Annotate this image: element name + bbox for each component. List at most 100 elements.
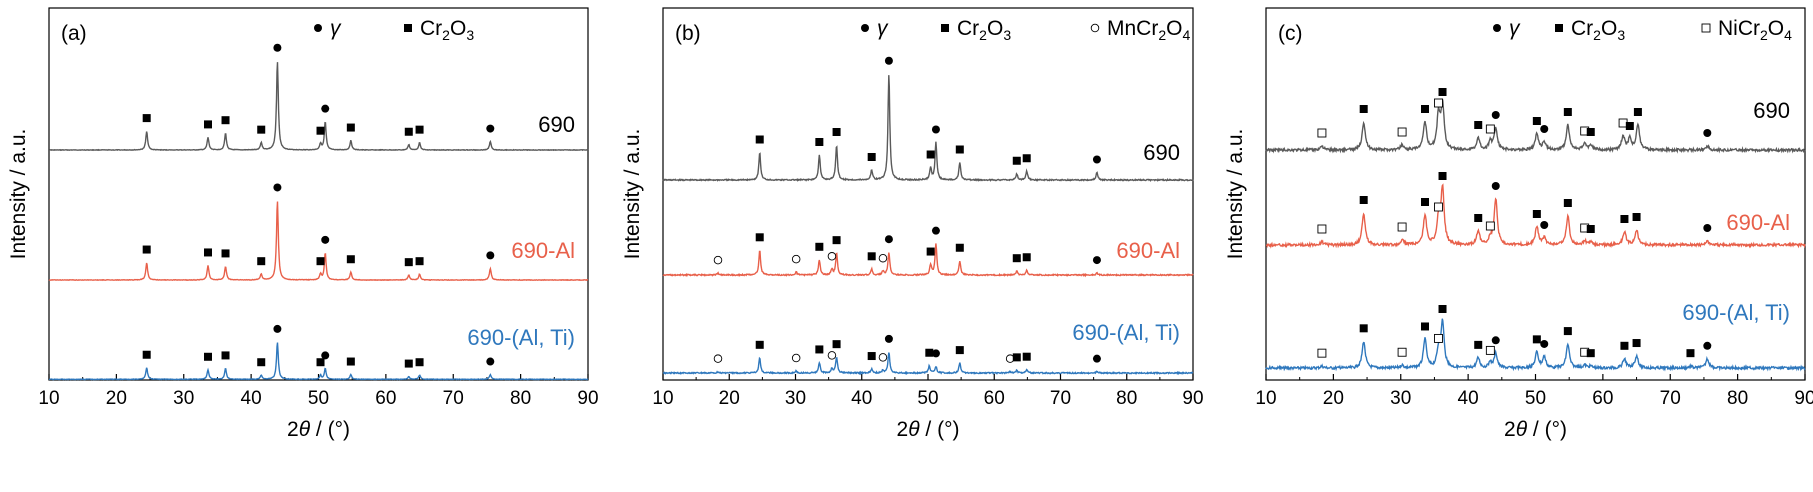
legend-marker-open-circle [1090,23,1100,33]
x-axis-label: 2θ / (°) [287,418,350,441]
legend-label: MnCr2O4 [1107,17,1190,43]
legend-marker-open-square [1701,23,1711,33]
peak-marker-filled-square [1438,88,1447,96]
peak-marker-filled-square [1686,349,1695,358]
peak-marker-filled-circle [486,357,495,366]
peak-marker-filled-square [1632,339,1641,348]
x-tick-label: 70 [1660,388,1681,409]
peak-marker-filled-circle [321,235,330,244]
peak-marker-filled-circle [1491,336,1500,345]
peak-marker-open-square [1397,222,1407,232]
series-label: 690-(Al, Ti) [1682,300,1790,325]
x-tick-label: 10 [1255,388,1276,409]
x-tick-label: 90 [577,388,598,409]
peak-marker-open-square [1485,221,1495,231]
peak-marker-filled-square [955,145,964,154]
peak-marker-open-square [1485,345,1495,355]
y-axis-label: Intensity / a.u. [621,129,644,260]
x-tick-label: 70 [443,388,464,409]
peak-marker-filled-square [815,345,824,354]
peak-marker-filled-circle [931,226,940,235]
x-axis-label: 2θ / (°) [897,418,960,441]
x-axis-label: 2θ / (°) [1504,418,1567,441]
peak-marker-filled-square [1586,225,1595,233]
legend-label: NiCr2O4 [1718,17,1792,43]
peak-marker-open-square [1317,224,1327,234]
series-line-690AlTi [1265,318,1806,372]
peak-marker-filled-square [346,123,355,132]
legend-item: Cr2O3 [941,17,1011,43]
peak-marker-filled-circle [1491,111,1500,119]
series-label: 690-Al [511,238,575,263]
peak-marker-filled-square [1421,198,1430,206]
legend-marker-filled-square [941,24,949,32]
series-line-690Al [1265,183,1806,249]
peak-marker-filled-square [221,351,230,360]
y-axis-label: Intensity / a.u. [7,129,30,260]
peak-marker-filled-circle [273,324,282,333]
peak-marker-open-circle [791,353,801,363]
peak-marker-filled-square [257,125,266,134]
x-tick-label: 20 [1323,388,1344,409]
peak-marker-filled-square [316,257,325,266]
x-tick-label: 90 [1794,388,1813,409]
peak-marker-filled-circle [884,235,893,244]
peak-marker-filled-square [415,125,424,134]
peak-marker-filled-circle [884,334,893,343]
peak-marker-filled-square [221,116,230,125]
panel-a: 10 20 30 40 50 60 70 80 90 2θ / (°) Intensity / a.… [7,7,599,441]
legend-label: γ [877,17,889,40]
x-tick-label: 50 [1525,388,1546,409]
peak-marker-filled-square [832,128,841,136]
legend-item: Cr2O3 [1555,17,1625,43]
legend-item: MnCr2O4 [1090,17,1190,43]
peak-marker-open-circle [791,254,801,264]
peak-marker-filled-square [1022,352,1031,361]
x-tick-label: 80 [1727,388,1748,409]
peak-marker-filled-square [1532,335,1541,344]
peak-marker-filled-square [1532,117,1541,125]
legend-label: γ [1509,17,1521,40]
series-label: 690 [1753,98,1790,123]
peak-marker-filled-square [204,120,213,129]
peak-marker-filled-square [925,348,934,357]
legend-item: γ [861,17,889,40]
peak-marker-filled-square [1632,213,1641,221]
series-line-690AlTi [48,342,589,381]
peak-marker-filled-square [346,357,355,366]
x-tick-label: 90 [1182,388,1203,409]
peak-marker-filled-square [755,340,764,349]
x-tick-label: 10 [652,388,673,409]
series-line-690 [1265,98,1806,154]
peak-marker-filled-square [867,153,876,161]
peak-marker-filled-circle [1092,256,1101,265]
x-tick-label: 50 [308,388,329,409]
legend-marker-filled-circle [314,24,322,32]
legend-marker-filled-circle [861,24,869,32]
peak-marker-filled-circle [884,56,893,65]
series-line-690 [49,62,589,152]
peak-marker-filled-square [867,352,876,361]
peak-marker-filled-square [1586,128,1595,136]
peak-marker-filled-square [204,248,213,257]
peak-marker-filled-circle [321,104,330,113]
peak-marker-filled-circle [273,43,282,52]
peak-marker-filled-square [926,150,935,159]
peak-marker-open-circle [713,354,723,363]
peak-marker-filled-square [1620,341,1629,350]
panel-label: (c) [1278,22,1303,45]
peak-marker-filled-square [204,352,213,361]
peak-marker-filled-square [926,247,935,256]
peak-marker-filled-circle [273,183,282,192]
peak-marker-filled-square [867,252,876,261]
panel-label: (a) [61,22,87,45]
legend-item: NiCr2O4 [1701,17,1792,43]
series-label: 690-(Al, Ti) [1072,320,1180,345]
peak-marker-filled-square [1532,210,1541,218]
x-tick-label: 60 [1592,388,1613,409]
peak-marker-open-square [1397,127,1407,137]
x-tick-label: 40 [1458,388,1479,409]
peak-marker-filled-square [1012,254,1021,263]
peak-marker-filled-circle [486,124,495,133]
peak-marker-filled-square [815,242,824,251]
